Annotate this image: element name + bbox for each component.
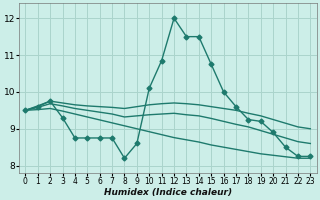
X-axis label: Humidex (Indice chaleur): Humidex (Indice chaleur): [104, 188, 232, 197]
